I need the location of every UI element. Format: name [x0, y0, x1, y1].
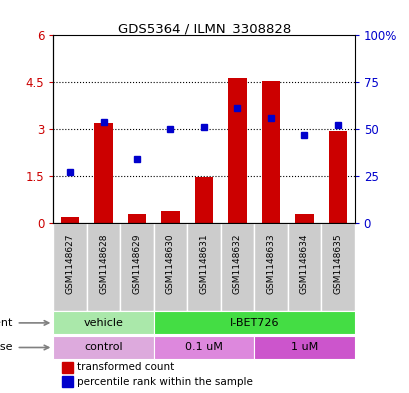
- Bar: [287, 223, 320, 310]
- Bar: [53, 311, 153, 334]
- Text: agent: agent: [0, 318, 13, 328]
- Text: percentile rank within the sample: percentile rank within the sample: [77, 377, 253, 387]
- Text: control: control: [84, 342, 123, 353]
- Text: GSM1148629: GSM1148629: [132, 233, 141, 294]
- Text: GDS5364 / ILMN_3308828: GDS5364 / ILMN_3308828: [118, 22, 291, 35]
- Text: GSM1148627: GSM1148627: [65, 233, 74, 294]
- Bar: [187, 223, 220, 310]
- Text: 1 uM: 1 uM: [290, 342, 317, 353]
- Bar: [53, 336, 153, 359]
- Text: I-BET726: I-BET726: [229, 318, 278, 328]
- Bar: [153, 311, 354, 334]
- Bar: [294, 214, 313, 223]
- Text: vehicle: vehicle: [83, 318, 123, 328]
- Bar: [87, 223, 120, 310]
- Text: GSM1148630: GSM1148630: [166, 233, 175, 294]
- Text: 0.1 uM: 0.1 uM: [184, 342, 222, 353]
- Bar: [254, 336, 354, 359]
- Bar: [61, 217, 79, 223]
- Text: dose: dose: [0, 342, 13, 353]
- Bar: [62, 362, 73, 373]
- Bar: [53, 223, 87, 310]
- Bar: [161, 211, 179, 223]
- Text: GSM1148635: GSM1148635: [333, 233, 342, 294]
- Bar: [228, 79, 246, 223]
- Bar: [194, 176, 213, 223]
- Text: GSM1148633: GSM1148633: [266, 233, 275, 294]
- Text: GSM1148634: GSM1148634: [299, 233, 308, 294]
- Text: transformed count: transformed count: [77, 362, 174, 373]
- Bar: [128, 214, 146, 223]
- Text: GSM1148631: GSM1148631: [199, 233, 208, 294]
- Text: GSM1148628: GSM1148628: [99, 233, 108, 294]
- Bar: [153, 223, 187, 310]
- Text: GSM1148632: GSM1148632: [232, 233, 241, 294]
- Bar: [94, 123, 112, 223]
- Bar: [62, 376, 73, 387]
- Bar: [153, 336, 254, 359]
- Bar: [328, 130, 346, 223]
- Bar: [254, 223, 287, 310]
- Bar: [120, 223, 153, 310]
- Bar: [261, 81, 279, 223]
- Bar: [220, 223, 254, 310]
- Bar: [320, 223, 354, 310]
